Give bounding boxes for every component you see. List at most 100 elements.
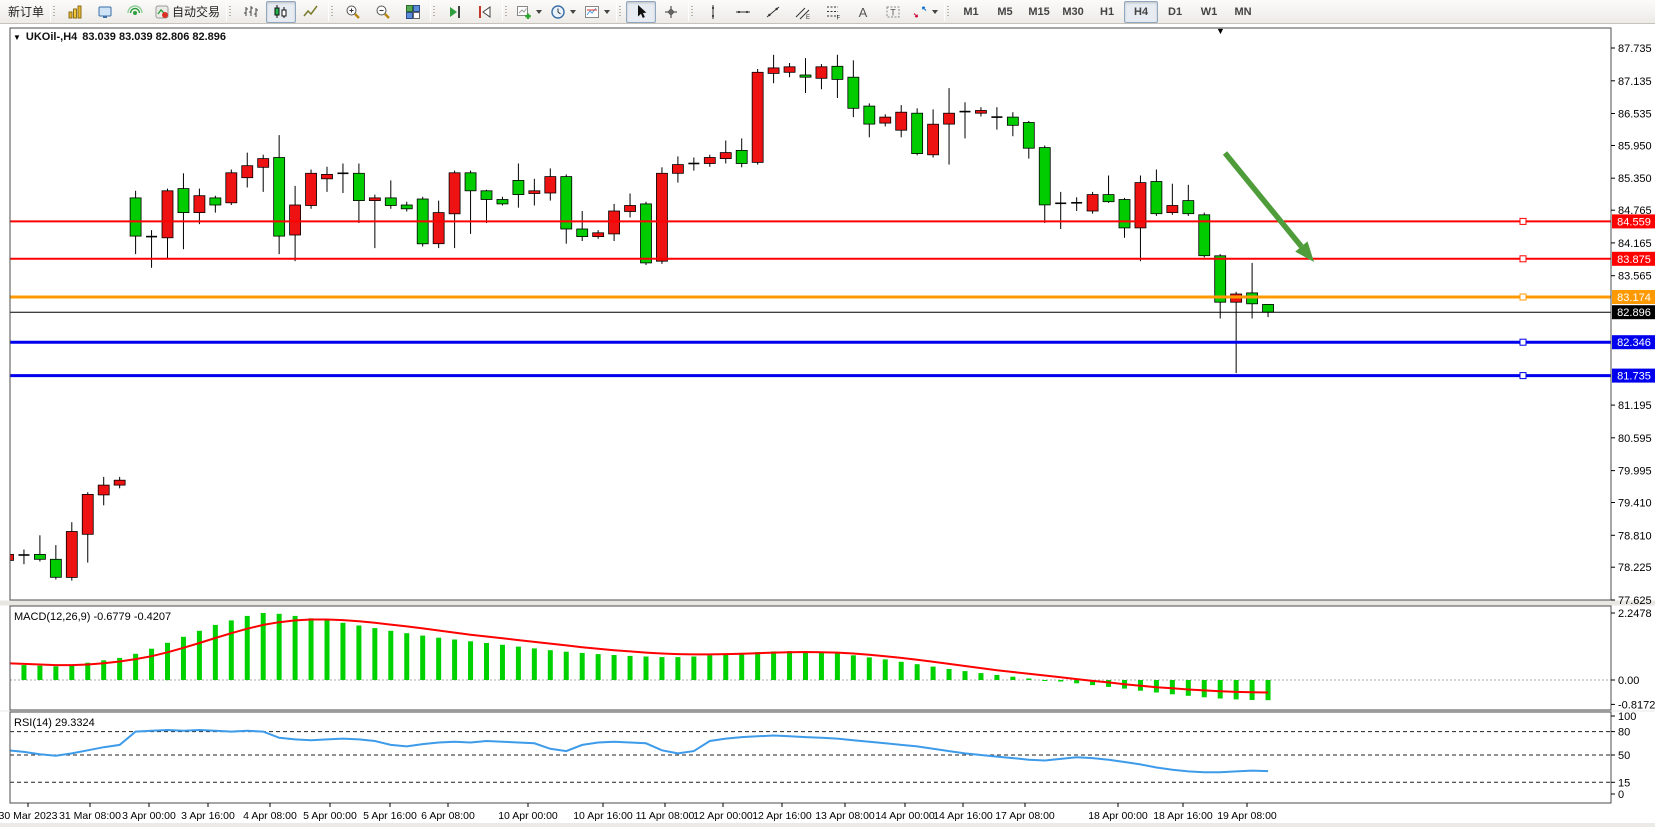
text-label-icon: T: [886, 6, 900, 17]
vertical-line-icon: [711, 4, 715, 19]
svg-text:80: 80: [1618, 727, 1630, 739]
timeframe-m15-button[interactable]: M15: [1028, 5, 1050, 18]
price-label-81.735: 81.735: [1612, 368, 1655, 383]
bar-chart-button[interactable]: [236, 1, 266, 23]
svg-text:86.535: 86.535: [1618, 109, 1652, 121]
svg-text:77.625: 77.625: [1618, 595, 1652, 607]
svg-text:A: A: [859, 5, 868, 20]
zoom-in-button[interactable]: [338, 1, 368, 23]
auto-trading-label: 自动交易: [172, 5, 221, 19]
chevron-down-icon: [570, 9, 577, 14]
svg-text:18 Apr 00:00: 18 Apr 00:00: [1088, 810, 1148, 822]
text-icon: A: [859, 5, 868, 20]
auto-trading-button[interactable]: 自动交易: [150, 1, 224, 23]
line-chart-button[interactable]: [296, 1, 326, 23]
rsi-label: RSI(14) 29.3324: [14, 717, 95, 729]
trendline-icon: [766, 6, 780, 17]
macd-axis: 2.2478 0.00 -0.8172: [1611, 608, 1655, 711]
symbol-dropdown-icon[interactable]: ▼: [13, 32, 21, 42]
chart-canvas[interactable]: 87.735 87.135 86.535 85.950 85.350 84.765 84.1…: [0, 24, 1655, 827]
svg-text:4 Apr 08:00: 4 Apr 08:00: [243, 810, 297, 822]
equidistant-channel-icon: E: [795, 7, 810, 20]
templates-button[interactable]: [580, 1, 614, 23]
rsi-pane: [10, 728, 1611, 783]
svg-text:19 Apr 08:00: 19 Apr 08:00: [1217, 810, 1277, 822]
toolbar-separator: [944, 2, 953, 21]
price-label-84.559: 84.559: [1612, 214, 1655, 229]
chevron-down-icon: [536, 9, 543, 14]
timeframe-d1-button[interactable]: D1: [1168, 5, 1183, 18]
toolbar-separator: [502, 2, 511, 21]
price-label-82.346: 82.346: [1612, 335, 1655, 350]
svg-text:5 Apr 16:00: 5 Apr 16:00: [363, 810, 417, 822]
auto-scroll-icon: [450, 5, 461, 18]
indicators-icon: [517, 5, 531, 19]
new-order-label: 新订单: [8, 5, 45, 19]
tile-windows-icon: [406, 4, 421, 19]
ohlc-values: 83.039 83.039 82.806 82.896: [82, 31, 227, 43]
svg-text:85.350: 85.350: [1618, 173, 1652, 185]
symbol-period-label: UKOil-,H4: [25, 31, 78, 43]
charts-icon: [68, 5, 82, 18]
periods-button[interactable]: [546, 1, 580, 23]
timeframe-h1-button[interactable]: H1: [1100, 5, 1115, 18]
indicators-button[interactable]: [512, 1, 546, 23]
svg-text:84.765: 84.765: [1618, 205, 1652, 217]
candlestick-chart-button[interactable]: [266, 0, 297, 23]
rsi-line: [10, 728, 1269, 774]
panel-collapse-icon[interactable]: ▼: [1216, 26, 1225, 36]
crosshair-button[interactable]: [656, 1, 686, 23]
signals-button[interactable]: [120, 1, 150, 23]
chart-title: ▼ UKOil-,H4 83.039 83.039 82.806 82.896: [13, 31, 226, 43]
bar-chart-icon: [244, 5, 259, 17]
cursor-button[interactable]: [626, 0, 657, 23]
cursor-icon: [638, 4, 647, 18]
toolbar-separator: [50, 2, 59, 21]
toolbar-separator: [616, 2, 625, 21]
tile-windows-button[interactable]: [398, 1, 428, 23]
fibonacci-icon: F: [827, 6, 841, 20]
auto-scroll-button[interactable]: [440, 1, 470, 23]
timeframe-h4-button[interactable]: H4: [1124, 0, 1159, 23]
horizontal-line-icon: [736, 10, 751, 13]
timeframe-m30-button[interactable]: M30: [1062, 5, 1084, 18]
price-label-82.896: 82.896: [1612, 305, 1655, 320]
arrows-button[interactable]: [908, 1, 942, 23]
svg-text:14 Apr 16:00: 14 Apr 16:00: [933, 810, 993, 822]
chart-shift-icon: [479, 5, 491, 18]
macd-pane: [10, 613, 1611, 701]
market-watch-button[interactable]: [90, 1, 120, 23]
svg-text:12 Apr 16:00: 12 Apr 16:00: [752, 810, 812, 822]
trendline-button[interactable]: [758, 1, 788, 23]
toolbar-separator: [328, 2, 337, 21]
horizontal-line-button[interactable]: [728, 1, 758, 23]
chevron-down-icon: [604, 9, 611, 14]
svg-text:50: 50: [1618, 750, 1630, 762]
timeframe-mn-button[interactable]: MN: [1234, 5, 1252, 18]
charts-button[interactable]: [60, 1, 90, 23]
timeframe-w1-button[interactable]: W1: [1200, 5, 1218, 18]
pane-separator: [0, 600, 1655, 606]
svg-text:83.174: 83.174: [1617, 292, 1651, 304]
equidistant-channel-button[interactable]: E: [788, 1, 818, 23]
svg-text:87.135: 87.135: [1618, 76, 1652, 88]
timeframe-m5-button[interactable]: M5: [997, 5, 1013, 18]
svg-text:5 Apr 00:00: 5 Apr 00:00: [303, 810, 357, 822]
vertical-line-button[interactable]: [698, 1, 728, 23]
line-chart-icon: [303, 5, 318, 16]
new-order-button[interactable]: 新订单: [4, 1, 48, 23]
fibonacci-button[interactable]: F: [818, 1, 848, 23]
svg-text:E: E: [806, 15, 810, 20]
text-button[interactable]: A: [848, 1, 878, 23]
zoom-out-button[interactable]: [368, 1, 398, 23]
svg-text:82.346: 82.346: [1617, 337, 1651, 349]
text-label-button[interactable]: T: [878, 1, 908, 23]
timeframe-m1-button[interactable]: M1: [963, 5, 979, 18]
main-pane: [10, 54, 1611, 581]
chart-window[interactable]: 87.735 87.135 86.535 85.950 85.350 84.765 84.1…: [0, 24, 1655, 827]
svg-text:79.410: 79.410: [1618, 498, 1652, 510]
chart-shift-button[interactable]: [470, 1, 500, 23]
signals-icon: [127, 4, 143, 15]
market-watch-icon: [98, 6, 112, 18]
